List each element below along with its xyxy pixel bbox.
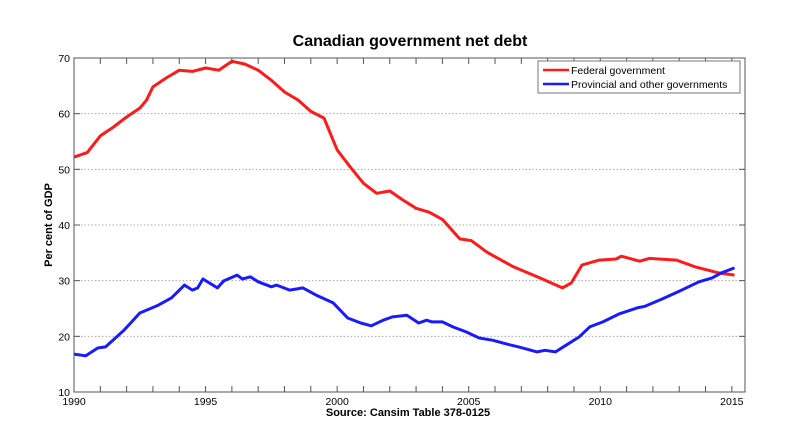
y-tick-label: 30 (58, 276, 70, 288)
y-tick-label: 60 (58, 109, 70, 121)
legend-box (537, 60, 741, 94)
series-line-provincial (73, 266, 736, 358)
series-line-federal (73, 59, 735, 290)
plot-frame (73, 57, 746, 393)
chart-title: Canadian government net debt (293, 33, 528, 50)
x-tick-label: 2005 (457, 396, 481, 408)
y-tick-label: 10 (58, 387, 70, 399)
y-tick-label: 40 (58, 220, 70, 232)
x-tick-label: 2000 (325, 396, 349, 408)
y-axis-label: Per cent of GDP (43, 183, 55, 267)
x-tick-label: 2010 (589, 396, 613, 408)
x-axis-label: Source: Cansim Table 378-0125 (326, 407, 490, 419)
gridlines (74, 113, 745, 337)
x-tick-label: 1990 (62, 396, 86, 408)
y-tick-label: 50 (58, 164, 70, 176)
legend: Federal government Provincial and other … (537, 60, 741, 94)
x-tick-label: 1995 (194, 396, 218, 408)
axis-ticks: 10 20 30 40 50 60 70 1990 1995 2000 2005 2010 2015 (58, 53, 745, 408)
y-tick-label: 70 (58, 53, 70, 65)
series-lines (73, 59, 736, 358)
legend-label-federal: Federal government (571, 65, 665, 77)
x-tick-label: 2015 (720, 396, 744, 408)
legend-label-provincial: Provincial and other governments (571, 79, 727, 91)
y-tick-label: 20 (58, 331, 70, 343)
